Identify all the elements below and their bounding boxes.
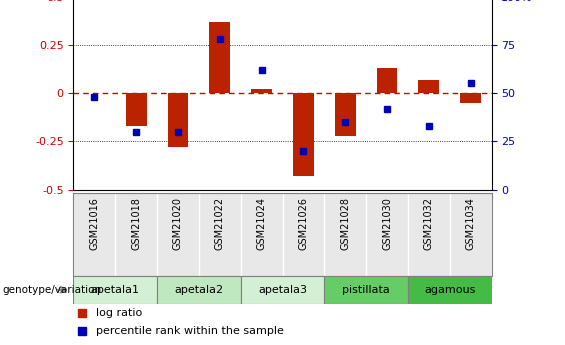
Bar (73, 276, 157, 304)
Text: agamous: agamous (424, 285, 475, 295)
Text: apetala3: apetala3 (258, 285, 307, 295)
Text: GSM21016: GSM21016 (89, 197, 99, 250)
Text: pistillata: pistillata (342, 285, 390, 295)
Text: GSM21024: GSM21024 (257, 197, 267, 250)
Text: GSM21022: GSM21022 (215, 197, 225, 250)
Text: log ratio: log ratio (97, 308, 143, 318)
Text: apetala1: apetala1 (91, 285, 140, 295)
Bar (460, 93, 481, 103)
Text: GSM21034: GSM21034 (466, 197, 476, 250)
Text: genotype/variation: genotype/variation (3, 285, 102, 295)
Bar (241, 276, 324, 304)
Bar (324, 276, 408, 304)
Text: GSM21028: GSM21028 (340, 197, 350, 250)
Text: GSM21018: GSM21018 (131, 197, 141, 250)
Bar (418, 80, 440, 93)
Text: percentile rank within the sample: percentile rank within the sample (97, 326, 284, 335)
Bar (408, 276, 492, 304)
Bar (157, 276, 241, 304)
Text: GSM21020: GSM21020 (173, 197, 183, 250)
Bar (167, 93, 189, 147)
Text: GSM21030: GSM21030 (382, 197, 392, 250)
Text: apetala2: apetala2 (175, 285, 223, 295)
Bar (293, 93, 314, 176)
Bar (334, 93, 356, 136)
Text: GSM21032: GSM21032 (424, 197, 434, 250)
Bar (125, 93, 147, 126)
Bar (209, 22, 231, 93)
Text: GSM21026: GSM21026 (298, 197, 308, 250)
Bar (377, 68, 398, 93)
Bar (251, 89, 272, 93)
